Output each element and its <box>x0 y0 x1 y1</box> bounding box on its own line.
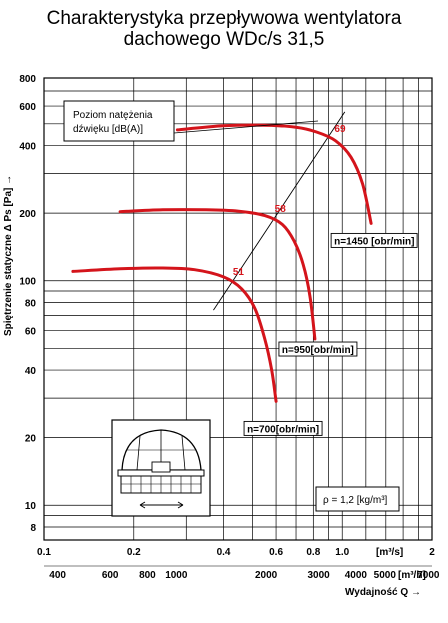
y-tick-label: 10 <box>25 501 37 512</box>
x-tick-label-m3s: 2 <box>429 547 435 558</box>
y-tick-label: 40 <box>25 366 37 377</box>
x-tick-label-m3s: 0.6 <box>269 547 283 558</box>
x-tick-label-m3s: 0.4 <box>217 547 231 558</box>
speed-label: n=950[obr/min] <box>282 345 354 356</box>
x-tick-label-m3h: 2000 <box>255 570 278 581</box>
curve-1 <box>71 266 278 403</box>
x-tick-label-m3h: 600 <box>102 570 119 581</box>
chart-subtitle: dachowego WDc/s 31,5 <box>123 29 325 50</box>
density-legend: ρ = 1,2 [kg/m³] <box>315 486 400 512</box>
speed-label-box <box>278 341 358 357</box>
x-unit-bottom: [m³/h] <box>398 570 426 581</box>
x-tick-label-m3s: 0.2 <box>127 547 141 558</box>
y-tick-label: 200 <box>19 209 36 220</box>
sound-level-points: 51 58 69 <box>233 124 346 278</box>
y-axis-ticks: 8 10 20 40 60 80 100 200 400 600 800 <box>19 74 36 534</box>
y-tick-label: 80 <box>25 298 37 309</box>
fan-illustration <box>111 419 211 517</box>
sound-level-legend-box <box>63 100 175 142</box>
speed-label-box <box>243 420 323 436</box>
y-tick-label: 8 <box>30 523 36 534</box>
speed-labels: n=700[obr/min] n=950[obr/min] n=1450 [obr/… <box>243 232 418 436</box>
y-tick-label: 400 <box>19 142 36 153</box>
density-legend-text: ρ = 1,2 [kg/m³] <box>323 495 388 506</box>
x-axis-label: Wydajność Q → <box>345 587 421 598</box>
x-tick-label-m3h: 5000 <box>374 570 397 581</box>
grid <box>44 78 432 540</box>
chart-title: Charakterystyka przepływowa wentylatora <box>46 8 402 29</box>
curves <box>71 123 373 403</box>
curve-3 <box>175 123 373 225</box>
system-line <box>213 111 346 311</box>
x-axis-ticks-m3s: 0.1 0.2 0.4 0.6 0.8 1.0 2 <box>37 547 435 558</box>
curve-2 <box>118 208 317 341</box>
speed-label-box <box>330 232 418 248</box>
sound-level-label: 51 <box>233 267 245 278</box>
x-unit-top: [m³/s] <box>376 547 403 558</box>
sound-level-legend-line1: Poziom natężenia <box>73 110 153 121</box>
y-tick-label: 800 <box>19 74 36 85</box>
y-tick-label: 600 <box>19 102 36 113</box>
speed-label: n=700[obr/min] <box>247 424 319 435</box>
x-tick-label-m3h: 400 <box>49 570 66 581</box>
sound-level-label: 69 <box>334 124 346 135</box>
sound-level-legend-line2: dźwięku [dB(A)] <box>73 124 143 135</box>
plot-frame <box>43 77 433 541</box>
sound-level-legend-pointer <box>173 120 319 134</box>
x-tick-label-m3s: 1.0 <box>335 547 349 558</box>
y-tick-label: 20 <box>25 434 37 445</box>
sound-level-legend: Poziom natężenia dźwięku [dB(A)] <box>63 100 319 142</box>
x-tick-label-m3h: 4000 <box>345 570 368 581</box>
speed-label: n=1450 [obr/min] <box>334 236 414 247</box>
y-tick-label: 60 <box>25 327 37 338</box>
x-tick-label-m3h: 800 <box>139 570 156 581</box>
x-tick-label-m3s: 0.8 <box>306 547 320 558</box>
x-tick-label-m3h: 3000 <box>307 570 330 581</box>
x-tick-label-m3h: 1000 <box>165 570 188 581</box>
system-line-segment <box>213 111 346 311</box>
x-axis-ticks-m3h: 400 600 800 1000 2000 3000 4000 5000 7000 <box>44 565 440 581</box>
sound-level-label: 58 <box>275 204 287 215</box>
x-tick-label-m3h: 7000 <box>417 570 440 581</box>
chart-title-block: Charakterystyka przepływowa wentylatora … <box>0 8 448 50</box>
x-tick-label-m3s: 0.1 <box>37 547 51 558</box>
y-tick-label: 100 <box>19 277 36 288</box>
density-legend-box <box>315 486 400 512</box>
y-axis-label: Spiętrzenie statyczne Δ Ps [Pa] → <box>3 175 14 336</box>
